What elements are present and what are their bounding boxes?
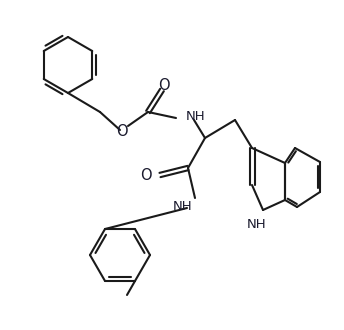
Text: O: O — [140, 168, 152, 182]
Text: O: O — [116, 124, 128, 140]
Text: O: O — [158, 79, 170, 93]
Text: NH: NH — [173, 200, 193, 213]
Text: NH: NH — [247, 217, 267, 230]
Text: NH: NH — [186, 110, 206, 122]
